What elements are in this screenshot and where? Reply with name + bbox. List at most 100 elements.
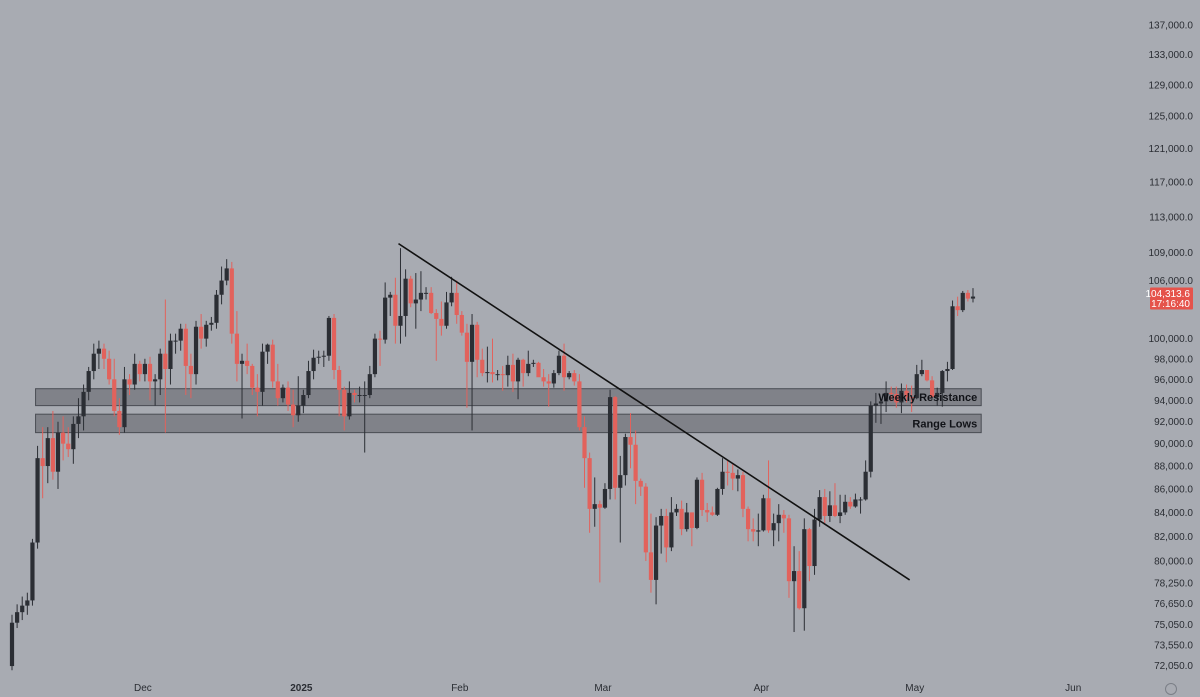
candle-body	[337, 370, 342, 390]
candle-body	[955, 306, 960, 311]
candle-body	[311, 357, 316, 372]
candle-body	[229, 268, 234, 334]
candle-body	[101, 348, 107, 359]
candle-body	[950, 306, 955, 369]
candle-body	[147, 363, 153, 382]
candle-body	[812, 519, 817, 567]
candle-body	[454, 292, 459, 315]
candle-body	[214, 294, 219, 323]
candle-body	[40, 458, 45, 467]
time-tick-label: 2025	[290, 683, 313, 694]
candle-body	[112, 379, 117, 411]
candle-body	[613, 397, 618, 488]
candle-body	[797, 571, 802, 609]
candle-body	[899, 390, 904, 403]
candle-body	[935, 392, 940, 398]
price-tick-label: 86,000.0	[1154, 484, 1193, 495]
candle-body	[531, 362, 536, 364]
candle-body	[863, 471, 868, 500]
candle-body	[158, 353, 163, 380]
candle-body	[643, 486, 648, 553]
price-tick-label: 121,000.0	[1149, 144, 1194, 155]
price-tick-label: 72,050.0	[1154, 661, 1193, 672]
candle-body	[35, 458, 40, 543]
candle-body	[204, 324, 209, 339]
candle-body	[193, 326, 199, 375]
candle-body	[291, 404, 296, 416]
candle-body	[705, 510, 710, 513]
time-tick-label: Dec	[134, 683, 152, 694]
candle-body	[791, 571, 797, 582]
candle-body	[664, 515, 669, 548]
candle-body	[403, 278, 408, 316]
candle-body	[239, 360, 245, 364]
price-tick-label: 133,000.0	[1149, 50, 1194, 61]
price-tick-label: 129,000.0	[1149, 80, 1194, 91]
candle-body	[684, 512, 689, 530]
candle-body	[653, 525, 659, 580]
candle-body	[219, 280, 224, 295]
candle-body	[398, 315, 403, 326]
candle-body	[132, 363, 137, 385]
candle-body	[260, 351, 265, 392]
candle-body	[285, 387, 291, 405]
candle-body	[832, 505, 838, 516]
candle-body	[837, 512, 843, 516]
price-tick-label: 90,000.0	[1154, 439, 1193, 450]
candle-body	[940, 371, 945, 393]
candle-body	[567, 373, 572, 378]
candle-body	[659, 515, 664, 526]
candle-body	[91, 353, 96, 372]
candle-body	[633, 444, 638, 481]
time-tick-label: Apr	[754, 683, 770, 694]
candle-body	[715, 488, 720, 515]
candle-body	[623, 437, 628, 476]
zone-labels-layer: Weekly Resistance Range Lows	[878, 392, 977, 430]
candle-body	[929, 380, 935, 398]
candle-body	[679, 508, 684, 530]
candle-body	[786, 518, 792, 582]
price-tick-label: 78,250.0	[1154, 579, 1193, 590]
candle-body	[209, 322, 214, 325]
candle-body	[459, 314, 464, 333]
price-tick-label: 137,000.0	[1149, 20, 1194, 31]
price-axis[interactable]: 137,000.0 133,000.0 129,000.0 125,000.0 121,…	[1149, 20, 1194, 672]
price-tick-label: 84,000.0	[1154, 508, 1193, 519]
candle-body	[142, 363, 148, 375]
price-tick-label: 113,000.0	[1149, 212, 1193, 223]
candle-body	[20, 605, 25, 613]
price-tick-label: 109,000.0	[1149, 248, 1194, 259]
candle-body	[480, 359, 485, 374]
candle-body	[751, 529, 756, 532]
candles-layer	[9, 248, 976, 671]
candle-body	[439, 318, 444, 326]
candle-body	[699, 479, 705, 511]
candle-body	[122, 379, 127, 428]
settings-icon[interactable]	[1165, 683, 1177, 695]
candle-body	[469, 324, 475, 362]
candle-body	[965, 292, 970, 299]
candle-body	[592, 504, 597, 509]
price-tick-label: 76,650.0	[1154, 599, 1193, 610]
candle-body	[81, 391, 86, 417]
price-tick-label: 82,000.0	[1154, 532, 1193, 543]
candle-body	[367, 374, 372, 396]
candle-body	[423, 292, 429, 294]
time-tick-label: Jun	[1065, 683, 1081, 694]
time-tick-label: Feb	[451, 683, 469, 694]
candle-body	[541, 377, 546, 382]
candle-body	[597, 504, 602, 508]
candle-body	[199, 326, 204, 339]
last-price-box	[1150, 287, 1193, 310]
candle-body	[761, 498, 766, 531]
candle-body	[188, 365, 194, 375]
price-tick-label: 98,000.0	[1154, 354, 1193, 365]
candle-body	[689, 512, 694, 528]
candle-body	[648, 552, 654, 580]
candle-body	[822, 497, 827, 516]
candle-body	[730, 472, 735, 479]
time-axis[interactable]: Dec 2025 Feb Mar Apr May Jun	[134, 683, 1081, 694]
candle-body	[924, 370, 930, 381]
